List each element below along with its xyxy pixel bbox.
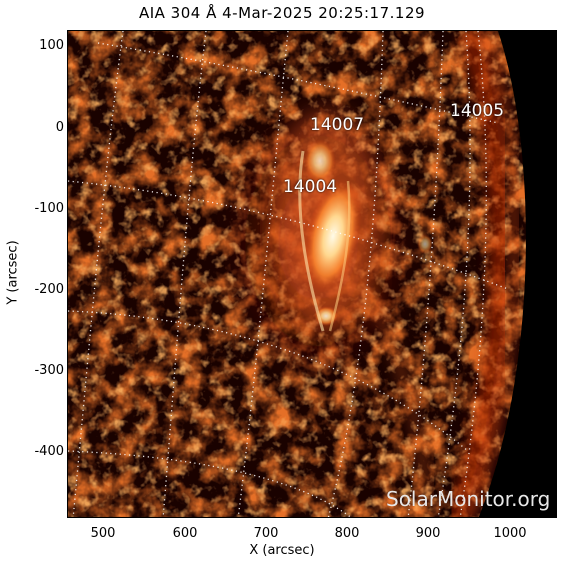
- y-tick-label: -100: [34, 201, 64, 216]
- solarmonitor-watermark: SolarMonitor.org: [386, 487, 551, 511]
- x-tick-label: 600: [172, 526, 198, 541]
- x-tick-label: 700: [253, 526, 279, 541]
- x-tick-label: 1000: [493, 526, 527, 541]
- solar-image: [68, 31, 556, 517]
- region-label-14004: 14004: [283, 177, 338, 197]
- x-tick-label: 500: [90, 526, 116, 541]
- y-tick-label: -300: [34, 363, 64, 378]
- y-axis-label: Y (arcsec): [5, 240, 21, 305]
- y-tick-label: -200: [34, 282, 64, 297]
- region-label-14007: 14007: [310, 115, 365, 135]
- solar-image-frame: [67, 30, 557, 518]
- x-tick-label: 900: [415, 526, 441, 541]
- heliographic-grid: [68, 31, 509, 517]
- region-label-14005: 14005: [450, 101, 505, 121]
- x-axis-label: X (arcsec): [249, 543, 315, 558]
- flare-core: [304, 179, 362, 293]
- y-tick-label: 100: [39, 38, 64, 53]
- x-tick-label: 800: [334, 526, 360, 541]
- y-tick-label: 0: [55, 120, 64, 135]
- plot-title: AIA 304 Å 4-Mar-2025 20:25:17.129: [138, 4, 426, 22]
- y-tick-label: -400: [34, 444, 64, 459]
